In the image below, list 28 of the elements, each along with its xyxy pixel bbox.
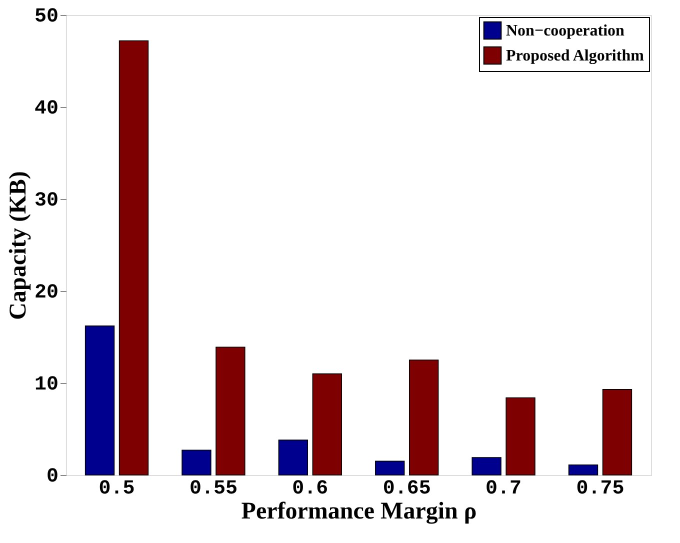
bar	[118, 40, 149, 476]
x-tick-label: 0.5	[98, 478, 135, 500]
bar	[312, 373, 342, 476]
bar	[568, 464, 598, 476]
y-tick-label: 20	[34, 282, 58, 304]
bar	[602, 389, 632, 476]
y-tick-label: 50	[34, 6, 58, 28]
x-tick-label: 0.75	[576, 478, 624, 500]
y-axis-title: Capacity (KB)	[5, 171, 32, 320]
x-axis-title: Performance Margin ρ	[241, 498, 477, 524]
y-tick-label: 40	[34, 98, 58, 120]
y-tick-label: 30	[34, 190, 58, 212]
bar	[84, 326, 115, 476]
legend-label: Proposed Algorithm	[506, 48, 645, 64]
x-tick-label: 0.55	[189, 478, 238, 500]
bar	[278, 440, 308, 476]
x-tick-label: 0.65	[382, 478, 431, 500]
bar	[375, 460, 405, 476]
bar	[408, 360, 439, 476]
y-tick-label: 0	[46, 466, 58, 488]
bar	[182, 450, 212, 476]
bar	[472, 457, 502, 476]
legend-label: Non−cooperation	[506, 22, 625, 40]
bar	[506, 397, 536, 476]
x-tick-label: 0.6	[292, 478, 328, 500]
y-tick-label: 10	[34, 374, 58, 396]
x-tick-label: 0.7	[486, 478, 522, 500]
bar	[216, 346, 246, 476]
